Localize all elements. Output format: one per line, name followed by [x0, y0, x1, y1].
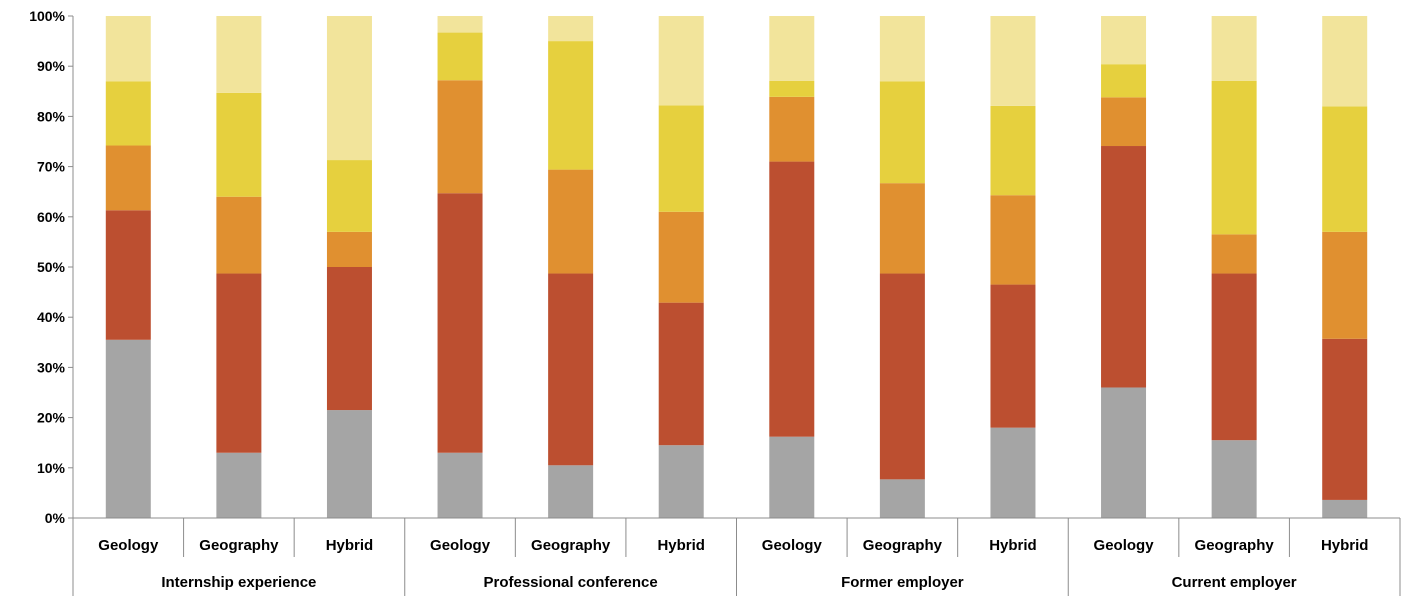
- bar-segment-1-12: [1322, 499, 1368, 518]
- bar-segment-3-11: [1211, 234, 1257, 274]
- bar-segment-2-4: [437, 193, 483, 453]
- bar-segment-3-8: [879, 183, 925, 274]
- group-label: Current employer: [1172, 574, 1297, 591]
- bar-segment-2-12: [1322, 338, 1368, 500]
- bar-segment-4-12: [1322, 106, 1368, 232]
- y-tick-label: 80%: [37, 108, 66, 124]
- bar-segment-5-6: [658, 16, 704, 106]
- bar-segment-3-6: [658, 211, 704, 303]
- bars-layer: [105, 16, 1368, 518]
- bar-segment-4-1: [105, 81, 151, 146]
- bar-segment-3-2: [216, 196, 262, 274]
- category-label: Hybrid: [1321, 537, 1369, 554]
- bar-segment-5-3: [326, 16, 372, 161]
- bar-segment-5-12: [1322, 16, 1368, 107]
- y-tick-label: 70%: [37, 159, 66, 175]
- bar-segment-2-6: [658, 302, 704, 446]
- bar-segment-4-10: [1101, 64, 1147, 98]
- bar-segment-2-9: [990, 284, 1036, 428]
- bar-segment-1-3: [326, 410, 372, 518]
- y-tick-label: 100%: [29, 8, 65, 24]
- bar-segment-3-4: [437, 80, 483, 194]
- y-tick-label: 0%: [45, 510, 66, 526]
- group-label: Professional conference: [484, 574, 658, 591]
- bar-segment-1-11: [1211, 440, 1257, 518]
- bar-segment-3-10: [1101, 97, 1147, 147]
- bar-segment-3-1: [105, 145, 151, 211]
- bar-segment-3-5: [548, 169, 594, 274]
- bar-segment-5-4: [437, 16, 483, 33]
- bar-segment-1-5: [548, 465, 594, 518]
- group-label: Internship experience: [161, 574, 316, 591]
- category-label: Geography: [863, 537, 943, 554]
- category-label: Hybrid: [326, 537, 374, 554]
- bar-segment-2-7: [769, 161, 815, 437]
- bar-segment-2-2: [216, 273, 262, 453]
- y-tick-label: 50%: [37, 259, 66, 275]
- bar-segment-3-3: [326, 231, 372, 267]
- bar-segment-2-8: [879, 273, 925, 480]
- category-label: Geography: [531, 537, 611, 554]
- bar-segment-4-5: [548, 41, 594, 170]
- bar-segment-4-9: [990, 105, 1036, 196]
- group-label: Former employer: [841, 574, 964, 591]
- labels-layer: 0% 10% 20% 30% 40% 50% 60% 70% 80% 90% 100% Geology…: [29, 8, 1368, 591]
- bar-segment-3-9: [990, 195, 1036, 285]
- bar-segment-4-11: [1211, 80, 1257, 235]
- bar-segment-2-3: [326, 267, 372, 411]
- category-label: Geology: [1094, 537, 1155, 554]
- category-label: Hybrid: [989, 537, 1037, 554]
- category-label: Geology: [762, 537, 823, 554]
- y-tick-label: 30%: [37, 359, 66, 375]
- category-label: Geography: [1195, 537, 1275, 554]
- bar-segment-5-7: [769, 16, 815, 81]
- bar-segment-4-7: [769, 80, 815, 97]
- category-label: Geography: [199, 537, 279, 554]
- bar-segment-1-4: [437, 452, 483, 518]
- bar-segment-5-8: [879, 16, 925, 82]
- bar-segment-4-2: [216, 92, 262, 197]
- bar-segment-1-2: [216, 452, 262, 518]
- category-label: Hybrid: [657, 537, 705, 554]
- bar-segment-5-2: [216, 16, 262, 93]
- bar-segment-2-11: [1211, 273, 1257, 441]
- bar-segment-2-1: [105, 210, 151, 340]
- bar-segment-4-3: [326, 160, 372, 232]
- bar-segment-1-1: [105, 339, 151, 518]
- bar-segment-5-10: [1101, 16, 1147, 65]
- y-tick-label: 90%: [37, 58, 66, 74]
- bar-segment-4-8: [879, 81, 925, 184]
- bar-segment-5-11: [1211, 16, 1257, 81]
- bar-segment-1-10: [1101, 387, 1147, 518]
- bar-segment-3-12: [1322, 231, 1368, 339]
- bar-segment-5-9: [990, 16, 1036, 106]
- y-tick-label: 20%: [37, 410, 66, 426]
- bar-segment-4-6: [658, 105, 704, 212]
- bar-segment-2-5: [548, 273, 594, 466]
- y-tick-label: 60%: [37, 209, 66, 225]
- category-label: Geology: [98, 537, 159, 554]
- bar-segment-1-9: [990, 427, 1036, 518]
- bar-segment-1-8: [879, 479, 925, 518]
- bar-segment-2-10: [1101, 146, 1147, 388]
- bar-segment-3-7: [769, 96, 815, 162]
- category-label: Geology: [430, 537, 491, 554]
- bar-segment-5-5: [548, 16, 594, 42]
- bar-segment-5-1: [105, 16, 151, 82]
- y-tick-label: 10%: [37, 460, 66, 476]
- axes-layer: [68, 15, 1401, 596]
- bar-segment-1-7: [769, 436, 815, 518]
- bar-segment-1-6: [658, 445, 704, 518]
- bar-segment-4-4: [437, 32, 483, 81]
- y-tick-label: 40%: [37, 309, 66, 325]
